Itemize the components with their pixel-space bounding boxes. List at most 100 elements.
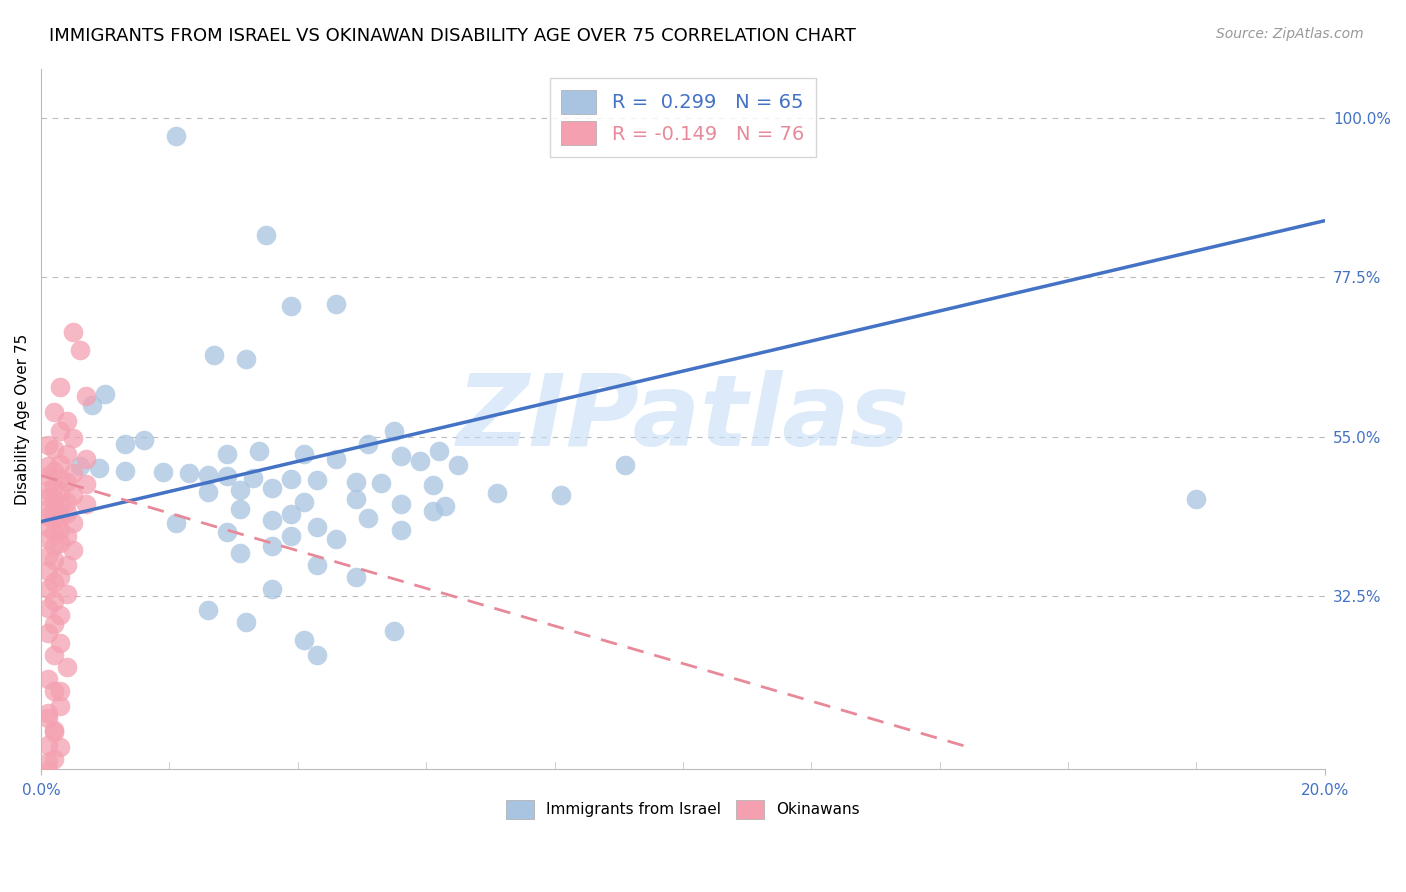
Text: ZIPatlas: ZIPatlas bbox=[457, 370, 910, 467]
Point bbox=[280, 472, 302, 486]
Point bbox=[262, 539, 284, 553]
Point bbox=[55, 587, 77, 601]
Point bbox=[49, 684, 72, 698]
Point bbox=[422, 477, 444, 491]
Point bbox=[42, 405, 65, 419]
Point bbox=[49, 511, 72, 525]
Point bbox=[37, 549, 59, 563]
Point bbox=[55, 494, 77, 508]
Point bbox=[262, 513, 284, 527]
Point bbox=[202, 348, 225, 362]
Point bbox=[344, 491, 367, 506]
Point bbox=[197, 603, 219, 617]
Point bbox=[42, 771, 65, 785]
Point bbox=[49, 607, 72, 622]
Point bbox=[1185, 491, 1208, 506]
Point bbox=[42, 525, 65, 540]
Point bbox=[292, 447, 315, 461]
Point bbox=[37, 501, 59, 516]
Point bbox=[325, 533, 347, 547]
Point bbox=[280, 299, 302, 313]
Point bbox=[382, 424, 405, 438]
Point bbox=[357, 511, 380, 525]
Point bbox=[94, 387, 117, 401]
Point bbox=[307, 648, 329, 662]
Point bbox=[235, 615, 257, 629]
Point bbox=[344, 570, 367, 584]
Point bbox=[37, 490, 59, 504]
Point bbox=[62, 325, 84, 339]
Point bbox=[49, 698, 72, 713]
Point bbox=[254, 227, 277, 242]
Point bbox=[69, 343, 91, 358]
Point bbox=[447, 458, 470, 472]
Point bbox=[357, 436, 380, 450]
Point bbox=[62, 467, 84, 481]
Point bbox=[62, 431, 84, 445]
Point bbox=[49, 739, 72, 754]
Point bbox=[197, 484, 219, 499]
Point bbox=[49, 499, 72, 513]
Point bbox=[292, 494, 315, 508]
Y-axis label: Disability Age Over 75: Disability Age Over 75 bbox=[15, 334, 30, 505]
Point bbox=[37, 711, 59, 725]
Point bbox=[55, 659, 77, 673]
Point bbox=[427, 443, 450, 458]
Point bbox=[42, 725, 65, 739]
Point bbox=[42, 648, 65, 662]
Point bbox=[37, 508, 59, 523]
Point bbox=[42, 801, 65, 815]
Point bbox=[262, 582, 284, 596]
Point bbox=[152, 465, 174, 479]
Point bbox=[614, 458, 637, 472]
Point bbox=[344, 475, 367, 489]
Point bbox=[37, 738, 59, 752]
Point bbox=[42, 480, 65, 494]
Point bbox=[49, 484, 72, 499]
Point bbox=[62, 516, 84, 530]
Point bbox=[229, 501, 252, 516]
Point bbox=[42, 539, 65, 553]
Text: IMMIGRANTS FROM ISRAEL VS OKINAWAN DISABILITY AGE OVER 75 CORRELATION CHART: IMMIGRANTS FROM ISRAEL VS OKINAWAN DISAB… bbox=[49, 27, 856, 45]
Point bbox=[42, 617, 65, 632]
Text: Source: ZipAtlas.com: Source: ZipAtlas.com bbox=[1216, 27, 1364, 41]
Point bbox=[307, 520, 329, 534]
Point bbox=[37, 483, 59, 497]
Point bbox=[325, 452, 347, 467]
Point bbox=[370, 476, 392, 491]
Point bbox=[75, 477, 97, 491]
Point bbox=[49, 472, 72, 486]
Point bbox=[55, 447, 77, 461]
Point bbox=[42, 442, 65, 457]
Point bbox=[49, 457, 72, 471]
Point bbox=[42, 594, 65, 608]
Point bbox=[389, 497, 412, 511]
Point bbox=[55, 506, 77, 520]
Point bbox=[165, 128, 187, 143]
Point bbox=[409, 454, 432, 468]
Point bbox=[37, 520, 59, 534]
Point bbox=[217, 469, 239, 483]
Point bbox=[42, 684, 65, 698]
Point bbox=[37, 706, 59, 720]
Point bbox=[262, 481, 284, 495]
Point bbox=[242, 470, 264, 484]
Point bbox=[37, 469, 59, 483]
Point bbox=[165, 516, 187, 530]
Point bbox=[49, 536, 72, 550]
Point bbox=[280, 529, 302, 543]
Point bbox=[55, 558, 77, 573]
Point bbox=[37, 582, 59, 596]
Point bbox=[49, 570, 72, 584]
Point bbox=[197, 467, 219, 482]
Point bbox=[42, 464, 65, 478]
Point bbox=[292, 633, 315, 648]
Point bbox=[82, 398, 104, 412]
Point bbox=[247, 443, 270, 458]
Point bbox=[49, 636, 72, 650]
Point bbox=[37, 787, 59, 801]
Point bbox=[37, 438, 59, 452]
Point bbox=[307, 558, 329, 573]
Point bbox=[177, 467, 200, 481]
Point bbox=[307, 474, 329, 488]
